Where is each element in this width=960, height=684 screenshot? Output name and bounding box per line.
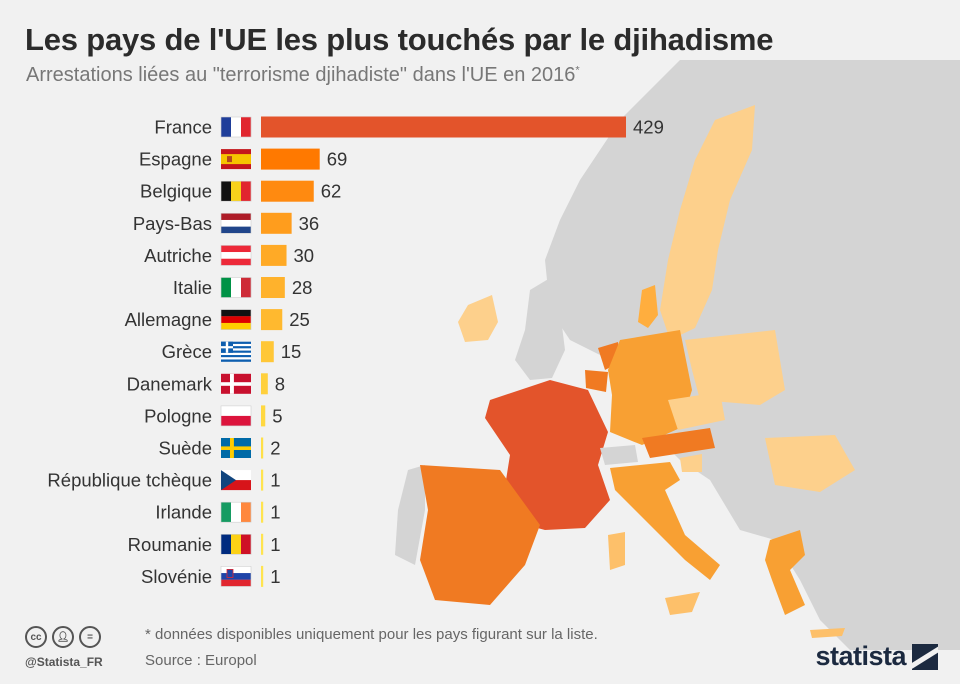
value-label-pays-bas: 36: [299, 213, 320, 234]
value-label-danemark: 8: [275, 373, 285, 394]
bar-pologne[interactable]: [261, 405, 266, 427]
category-label-pays-bas: Pays-Bas: [133, 213, 212, 234]
flag-icon-allemagne: [220, 309, 252, 330]
bar-france[interactable]: [261, 116, 626, 138]
bar-italie[interactable]: [261, 277, 285, 298]
brand-name: statista: [815, 641, 906, 671]
value-label-roumanie: 1: [270, 534, 280, 555]
flag-icon-suede: [221, 438, 251, 458]
bar-allemagne[interactable]: [261, 309, 283, 331]
twitter-handle[interactable]: @Statista_FR: [25, 655, 103, 669]
flag-icon-autriche: [220, 245, 252, 266]
bar-autriche[interactable]: [261, 244, 287, 266]
category-label-suede: Suède: [159, 438, 213, 459]
bar-irlande[interactable]: [261, 501, 264, 523]
category-label-irlande: Irlande: [155, 502, 212, 523]
nd-icon: =: [79, 626, 101, 648]
map-greece: [765, 530, 805, 615]
map-iberia-portugal: [395, 465, 425, 565]
category-label-espagne: Espagne: [139, 149, 212, 170]
bar-espagne[interactable]: [261, 148, 320, 170]
category-label-allemagne: Allemagne: [125, 309, 212, 330]
bar-suede[interactable]: [261, 437, 264, 459]
bar-slovenie[interactable]: [261, 565, 264, 587]
flag-icon-irlande: [220, 501, 252, 523]
flag-icon-roumanie: [220, 533, 252, 555]
bar-roumanie[interactable]: [261, 533, 264, 555]
value-label-slovenie: 1: [270, 566, 280, 587]
flag-icon-grece: [221, 341, 251, 362]
chart-title: Les pays de l'UE les plus touchés par le…: [25, 22, 774, 57]
category-label-republique-tcheque: République tchèque: [47, 470, 212, 491]
map-ireland: [458, 295, 498, 342]
chart-subtitle: Arrestations liées au "terrorisme djihad…: [26, 64, 580, 87]
category-label-autriche: Autriche: [144, 245, 212, 266]
subtitle-text: Arrestations liées au "terrorisme djihad…: [26, 64, 576, 86]
value-label-france: 429: [633, 117, 664, 138]
subtitle-footnote-mark: *: [575, 64, 580, 77]
map-uk: [515, 275, 565, 380]
map-romania: [765, 435, 855, 492]
category-label-italie: Italie: [173, 277, 212, 298]
value-label-allemagne: 25: [289, 309, 310, 330]
bar-danemark[interactable]: [261, 373, 268, 395]
map-austria: [642, 428, 715, 458]
map-poland: [685, 330, 785, 405]
statista-logo[interactable]: statista: [815, 641, 938, 672]
flag-icon-belgique: [220, 180, 252, 202]
bar-republique-tcheque[interactable]: [261, 469, 264, 491]
category-label-france: France: [154, 117, 212, 138]
category-label-belgique: Belgique: [140, 181, 212, 202]
map-italy: [610, 462, 720, 580]
value-label-irlande: 1: [270, 502, 280, 523]
value-label-suede: 2: [270, 438, 280, 459]
by-icon: 👤︎: [52, 626, 74, 648]
flag-icon-slovenie: [220, 566, 252, 587]
license-icons: cc 👤︎ =: [25, 626, 101, 648]
flag-icon-pologne: [220, 405, 252, 427]
value-label-belgique: 62: [321, 181, 342, 202]
flag-icon-republique-tcheque: [221, 470, 251, 491]
bar-belgique[interactable]: [261, 180, 314, 202]
map-germany: [608, 330, 692, 445]
europe-map: [395, 60, 960, 650]
category-label-danemark: Danemark: [127, 373, 213, 394]
map-slovenia: [680, 454, 702, 472]
category-label-slovenie: Slovénie: [141, 566, 212, 587]
map-sicily: [665, 592, 700, 615]
statista-logo-icon: [912, 643, 938, 670]
map-czech: [668, 392, 725, 430]
footnote: * données disponibles uniquement pour le…: [145, 626, 598, 643]
map-crete: [810, 628, 845, 638]
value-label-grece: 15: [281, 341, 302, 362]
value-label-espagne: 69: [327, 149, 348, 170]
map-sardinia: [608, 532, 625, 570]
value-label-italie: 28: [292, 277, 313, 298]
map-denmark: [638, 285, 658, 328]
map-switzerland: [600, 445, 638, 465]
cc-icon: cc: [25, 626, 47, 648]
value-label-republique-tcheque: 1: [270, 470, 280, 491]
map-belgium: [585, 370, 608, 392]
value-label-pologne: 5: [272, 405, 282, 426]
flag-icon-danemark: [221, 373, 251, 394]
bar-pays-bas[interactable]: [261, 212, 292, 234]
bar-grece[interactable]: [261, 341, 274, 363]
flag-icon-espagne: [221, 149, 251, 170]
source-text: Source : Europol: [145, 652, 257, 669]
flag-icon-france: [220, 116, 252, 138]
value-label-autriche: 30: [294, 245, 315, 266]
category-label-grece: Grèce: [162, 341, 212, 362]
flag-icon-pays-bas: [220, 213, 252, 234]
category-label-roumanie: Roumanie: [128, 534, 212, 555]
map-sweden: [660, 105, 755, 340]
flag-icon-italie: [220, 277, 252, 298]
map-spain: [420, 465, 540, 605]
category-label-pologne: Pologne: [144, 405, 212, 426]
